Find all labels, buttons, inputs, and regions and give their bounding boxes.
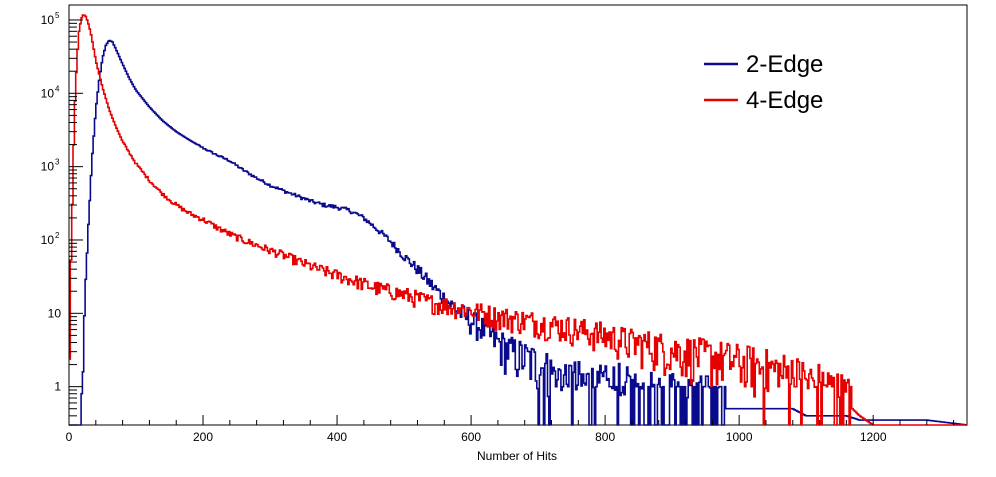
x-tick-label-0: 0 [66,430,73,444]
x-tick-label-6: 1200 [860,430,887,444]
y-tick-exponent-3: 3 [55,158,60,167]
y-tick-label-1: 10 [48,306,62,320]
y-tick-label-4: 10 [41,86,55,100]
x-tick-label-3: 600 [461,430,481,444]
x-tick-label-1: 200 [193,430,213,444]
y-tick-label-2: 10 [41,233,55,247]
x-tick-label-2: 400 [327,430,347,444]
y-tick-label-3: 10 [41,160,55,174]
plot-frame [68,4,968,426]
legend: 2-Edge 4-Edge [704,51,823,114]
x-axis-label: Number of Hits [477,449,557,463]
y-tick-exponent-4: 4 [55,84,60,93]
legend-label-1: 4-Edge [746,87,823,114]
y-tick-exponent-2: 2 [55,231,60,240]
series-layer [69,14,967,426]
y-tick-label-0: 1 [54,380,61,394]
legend-label-0: 2-Edge [746,51,823,78]
x-tick-label-5: 1000 [726,430,753,444]
x-tick-label-4: 800 [595,430,615,444]
y-tick-label-5: 10 [41,13,55,27]
series-line-0 [69,39,967,426]
series-line-1 [69,14,967,426]
y-tick-exponent-5: 5 [55,11,60,20]
